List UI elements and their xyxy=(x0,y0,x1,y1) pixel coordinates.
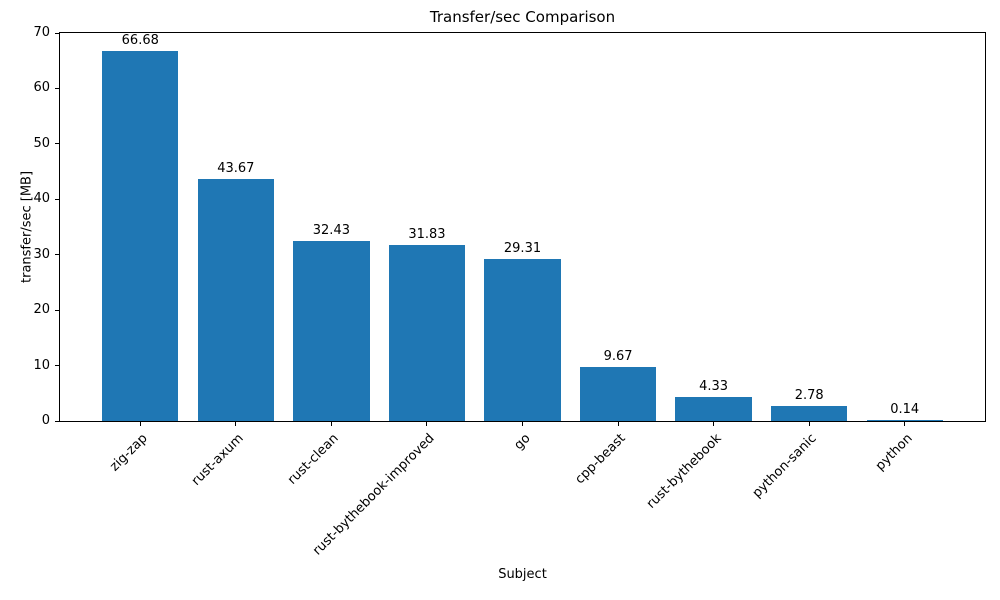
y-tick xyxy=(55,32,60,34)
bar-value-label: 9.67 xyxy=(603,349,633,365)
bar-value-label: 43.67 xyxy=(217,160,255,176)
y-tick-label: 30 xyxy=(33,246,50,262)
y-tick xyxy=(55,309,60,311)
y-tick xyxy=(55,254,60,256)
bar xyxy=(293,241,370,421)
bar-value-label: 32.43 xyxy=(312,223,350,239)
y-tick xyxy=(55,143,60,145)
x-tick xyxy=(808,421,810,426)
y-tick-label: 40 xyxy=(33,191,50,207)
y-tick-label: 70 xyxy=(33,25,50,40)
x-tick xyxy=(713,421,715,426)
bar xyxy=(197,178,275,421)
y-tick-label: 60 xyxy=(33,80,50,96)
bar-value-label: 0.14 xyxy=(890,402,920,417)
x-tick xyxy=(617,421,619,426)
y-tick-label: 50 xyxy=(33,135,50,151)
x-axis-label: Subject xyxy=(498,567,547,582)
bar xyxy=(675,397,752,421)
bar xyxy=(102,51,179,421)
y-tick xyxy=(55,365,60,367)
x-tick xyxy=(330,421,332,426)
y-tick-label: 20 xyxy=(33,302,50,318)
bar xyxy=(770,405,848,421)
x-tick xyxy=(235,421,237,426)
bar-value-label: 31.83 xyxy=(408,226,446,242)
bar xyxy=(484,258,561,421)
y-tick-label: 0 xyxy=(41,413,50,428)
x-tick xyxy=(522,421,523,426)
y-tick xyxy=(55,87,60,89)
plot-area: 0 10 20 30 40 50 60 70 66.68 zig-zap 43.67 rust-axu… xyxy=(33,25,986,558)
bar-value-label: 29.31 xyxy=(503,240,542,256)
bar xyxy=(866,420,943,421)
y-tick-label: 10 xyxy=(33,357,50,373)
bar xyxy=(388,244,466,421)
bar-value-label: 2.78 xyxy=(794,387,824,403)
chart-title: Transfer/sec Comparison xyxy=(429,8,616,26)
y-tick xyxy=(55,420,60,422)
y-tick xyxy=(55,198,60,200)
bar xyxy=(579,367,657,421)
x-tick xyxy=(904,421,906,426)
x-tick xyxy=(426,421,428,426)
x-tick xyxy=(139,421,141,426)
bar-value-label: 4.33 xyxy=(699,379,729,394)
bar-value-label: 66.68 xyxy=(121,33,159,49)
